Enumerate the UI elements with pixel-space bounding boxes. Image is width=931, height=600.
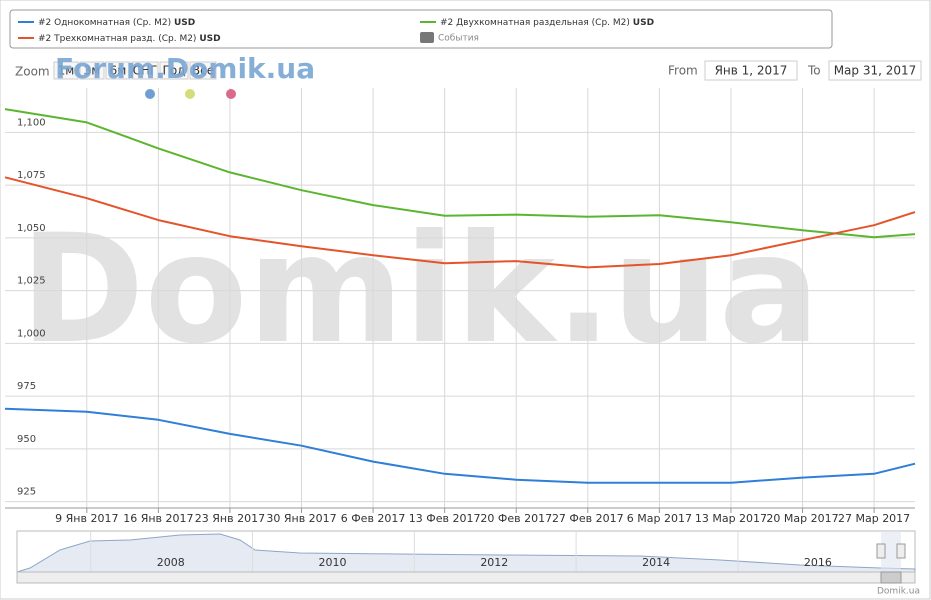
watermark: Domik.ua [20, 203, 820, 377]
legend-name: #2 Двухкомнатная раздельная (Ср. М2) [440, 18, 630, 28]
legend-name: #2 Однокомнатная (Ср. М2) [38, 18, 171, 28]
legend-box [9, 9, 833, 49]
legend-name: #2 Трехкомнатная разд. (Ср. М2) [38, 34, 196, 44]
from-input[interactable] [704, 60, 798, 81]
legend-currency: USD [633, 18, 654, 28]
scrollbar-thumb[interactable] [880, 571, 902, 584]
legend-entry[interactable]: События [438, 34, 479, 44]
x-tick-label: 30 Янв 2017 [266, 512, 336, 525]
y-tick-label: 1,000 [17, 328, 46, 339]
x-tick-label: 27 Фев 2017 [552, 512, 624, 525]
zoom-button[interactable] [53, 61, 79, 80]
navigator-tick-label: 2010 [319, 556, 347, 569]
legend-entry[interactable]: #2 Двухкомнатная раздельная (Ср. М2) USD [440, 18, 654, 28]
legend-swatch[interactable] [420, 32, 434, 43]
navigator-handle[interactable] [876, 543, 886, 559]
x-tick-label: 13 Фев 2017 [409, 512, 481, 525]
y-tick-label: 1,050 [17, 223, 46, 234]
y-tick-label: 925 [17, 487, 36, 498]
x-tick-label: 13 Мар 2017 [695, 512, 767, 525]
x-tick-label: 23 Янв 2017 [195, 512, 265, 525]
zoom-button[interactable] [159, 61, 189, 80]
dot [145, 89, 155, 99]
zoom-button-label[interactable]: 6м [110, 64, 127, 78]
dot [226, 89, 236, 99]
x-tick-label: 6 Фев 2017 [341, 512, 406, 525]
zoom-button[interactable] [105, 61, 131, 80]
x-tick-label: 20 Фев 2017 [480, 512, 552, 525]
y-tick-label: 1,025 [17, 276, 46, 287]
to-value: Мар 31, 2017 [834, 64, 917, 78]
zoom-button-label[interactable]: 3м [84, 64, 101, 78]
legend-entry[interactable]: #2 Однокомнатная (Ср. М2) USD [38, 18, 195, 28]
navigator-tick-label: 2012 [480, 556, 508, 569]
legend-entry[interactable]: #2 Трехкомнатная разд. (Ср. М2) USD [38, 34, 221, 44]
zoom-button-label[interactable]: Год [163, 64, 186, 78]
zoom-button-label[interactable]: 1м [58, 64, 75, 78]
x-tick-label: 20 Мар 2017 [766, 512, 838, 525]
zoom-button-label[interactable]: Все [192, 64, 214, 78]
navigator-tick-label: 2016 [804, 556, 832, 569]
x-tick-label: 16 Янв 2017 [123, 512, 193, 525]
series-line [4, 108, 916, 239]
y-tick-label: 950 [17, 434, 36, 445]
y-tick-label: 975 [17, 381, 36, 392]
y-tick-label: 1,075 [17, 170, 46, 181]
y-tick-label: 1,100 [17, 117, 46, 128]
x-tick-label: 9 Янв 2017 [55, 512, 118, 525]
from-label: From [668, 64, 698, 78]
legend-currency: USD [199, 34, 220, 44]
x-tick-label: 27 Мар 2017 [838, 512, 910, 525]
navigator-series [16, 533, 916, 573]
navigator-handle[interactable] [896, 543, 906, 559]
to-label: To [807, 64, 821, 78]
zoom-button[interactable] [131, 61, 159, 80]
legend-currency: USD [174, 18, 195, 28]
credit: Domik.ua [877, 587, 920, 597]
zoom-button[interactable] [189, 61, 217, 80]
dot [185, 89, 195, 99]
navigator-tick-label: 2014 [642, 556, 670, 569]
zoom-button-label[interactable]: СНГ [133, 64, 158, 78]
from-value: Янв 1, 2017 [715, 64, 788, 78]
forum-watermark: Forum.Domik.ua [55, 52, 315, 85]
zoom-label: Zoom [15, 65, 50, 79]
scrollbar[interactable] [16, 571, 916, 584]
x-tick-label: 6 Мар 2017 [627, 512, 692, 525]
series-line [4, 176, 916, 269]
series-line [4, 407, 916, 484]
to-input[interactable] [828, 60, 922, 81]
zoom-button[interactable] [79, 61, 105, 80]
navigator-tick-label: 2008 [157, 556, 185, 569]
navigator-window[interactable] [881, 531, 901, 572]
